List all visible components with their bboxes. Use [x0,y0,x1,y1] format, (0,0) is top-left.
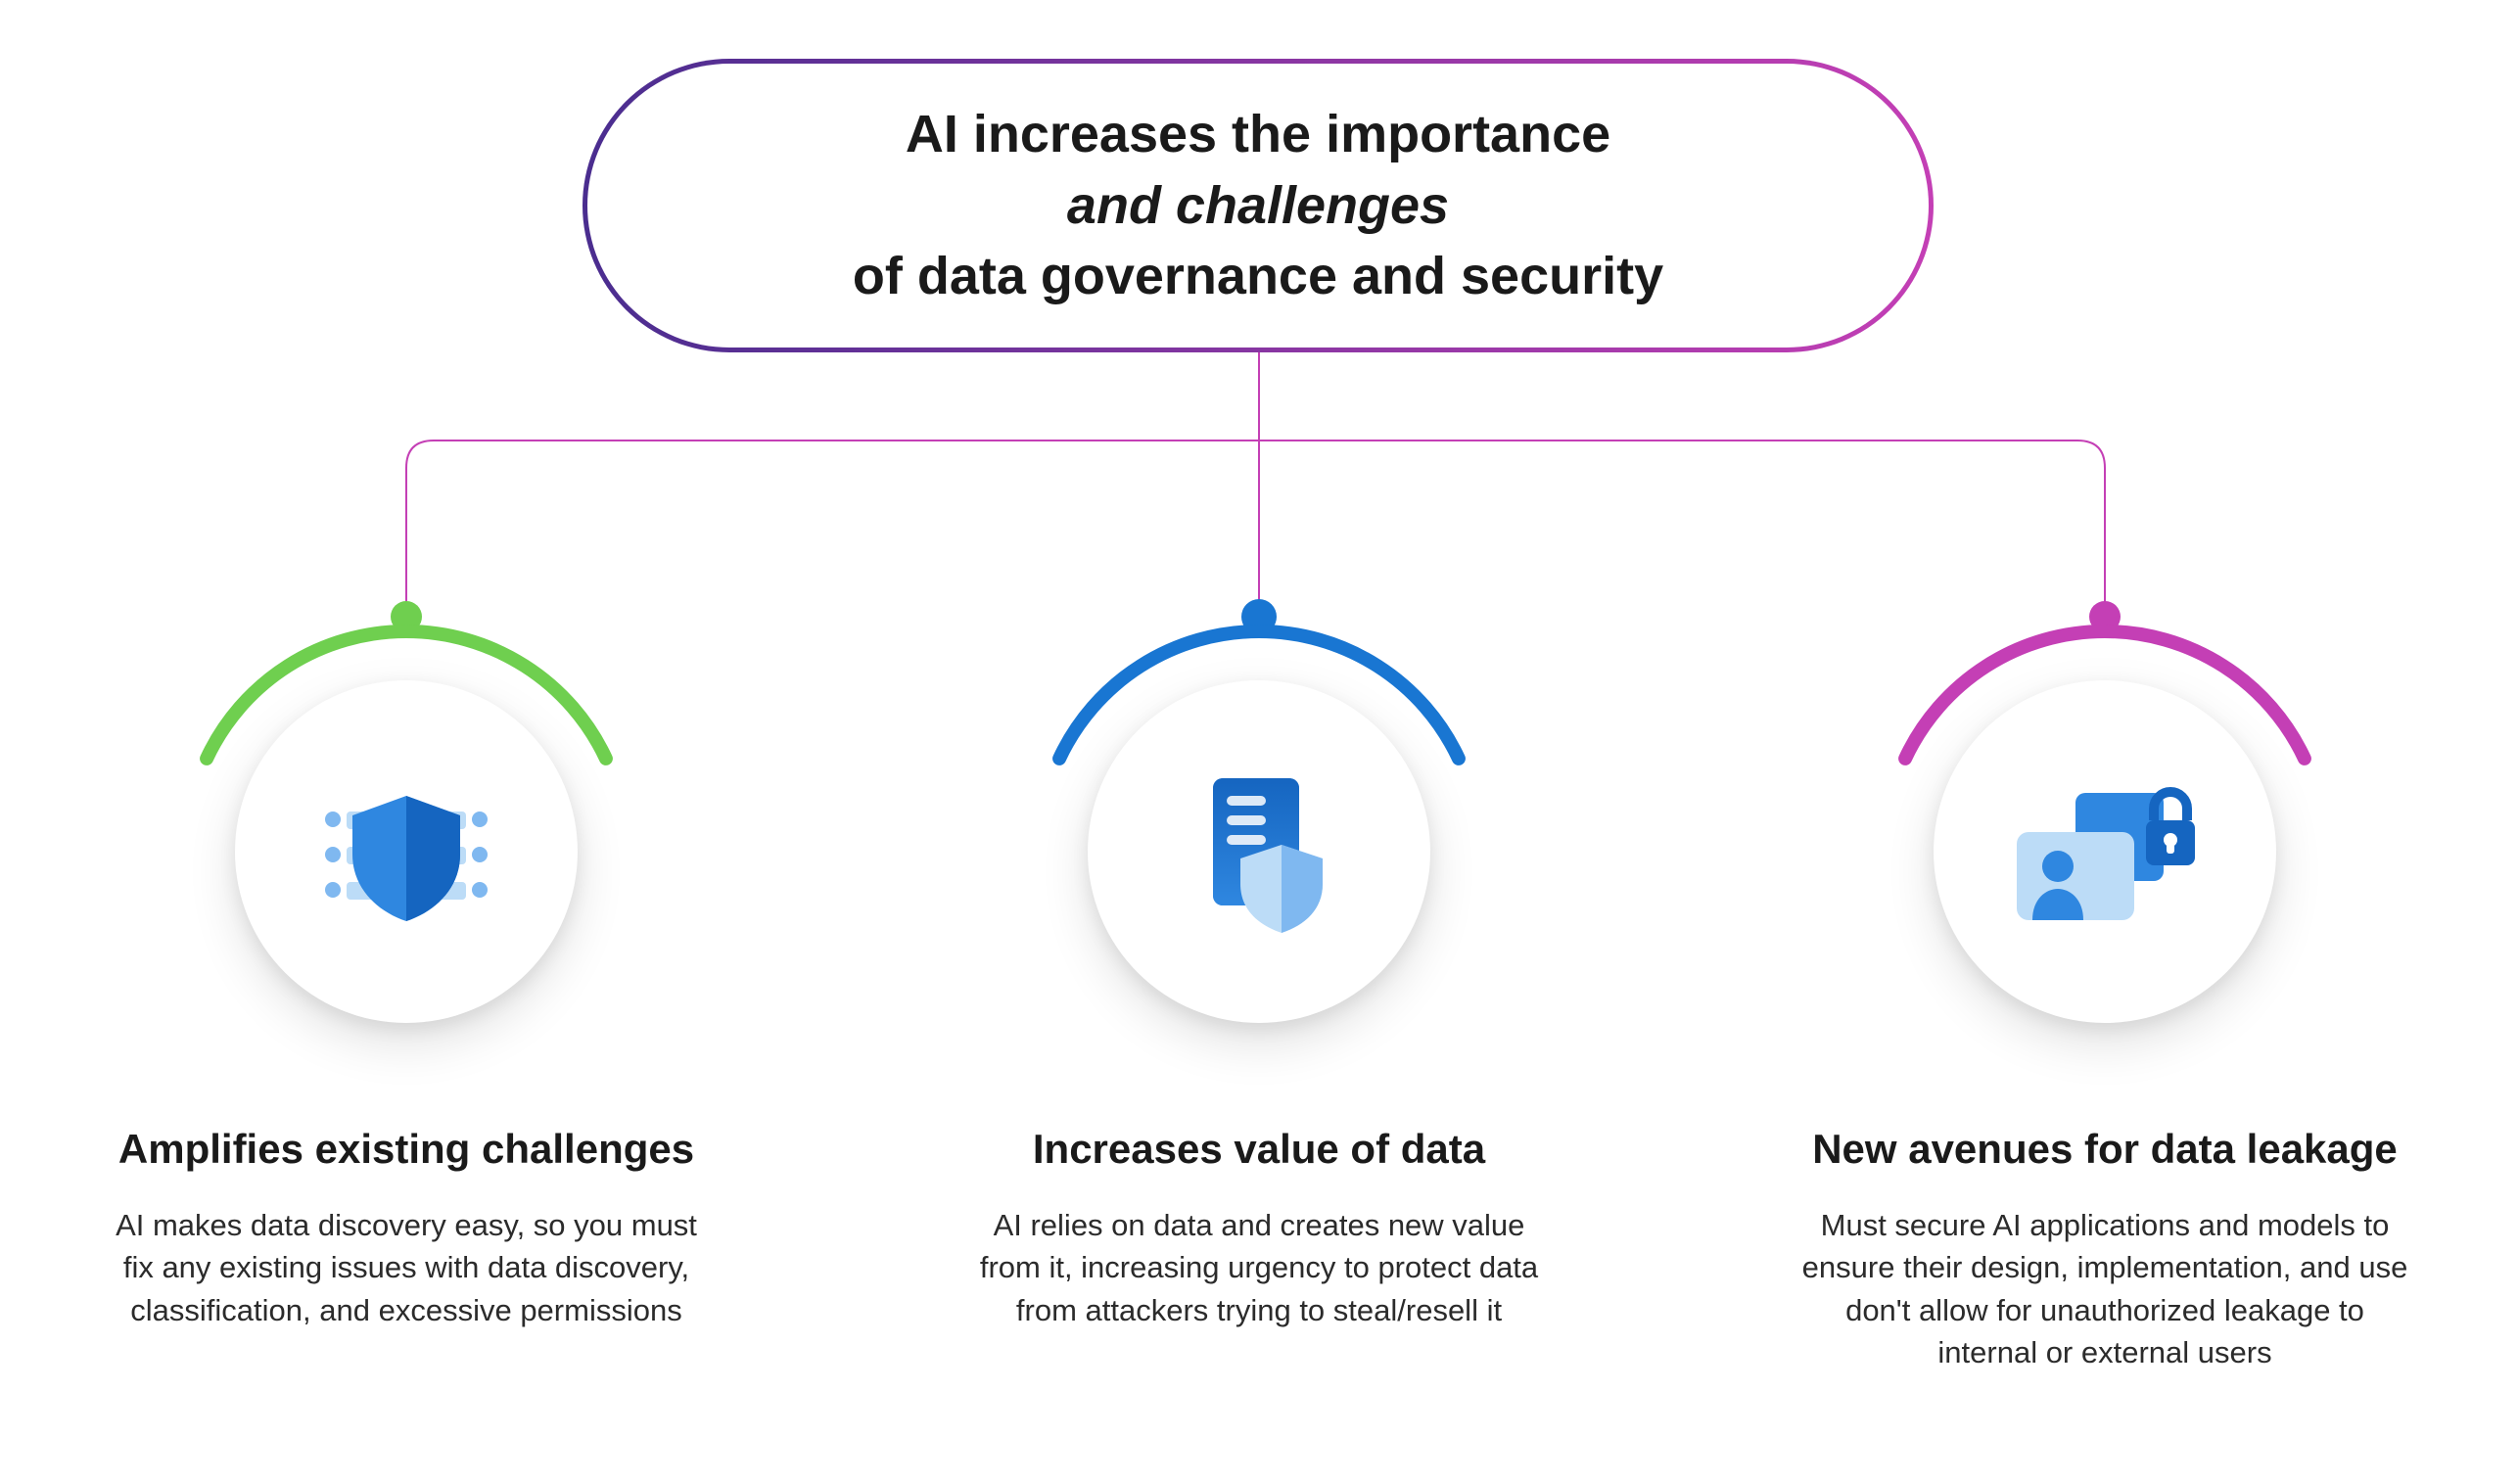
header-text: AI increases the importance and challeng… [853,99,1663,313]
id-lock-icon [2007,773,2203,930]
increases-value-title: Increases value of data [926,1126,1592,1173]
shield-data-icon [313,778,499,925]
header-line3: of data governance and security [853,247,1663,305]
server-shield-icon [1176,768,1342,935]
amplifies-icon-circle [235,680,578,1023]
increases-value-body: AI relies on data and creates new value … [965,1204,1553,1331]
increases-value-icon-circle [1088,680,1430,1023]
amplifies-title: Amplifies existing challenges [73,1126,739,1173]
header-line2: and challenges [1067,176,1449,235]
header-pill: AI increases the importance and challeng… [583,59,1934,352]
data-leakage-title: New avenues for data leakage [1748,1126,2462,1173]
data-leakage-icon-circle [1934,680,2276,1023]
data-leakage-body: Must secure AI applications and models t… [1792,1204,2418,1374]
header-line1: AI increases the importance [906,105,1610,163]
amplifies-body: AI makes data discovery easy, so you mus… [113,1204,700,1331]
